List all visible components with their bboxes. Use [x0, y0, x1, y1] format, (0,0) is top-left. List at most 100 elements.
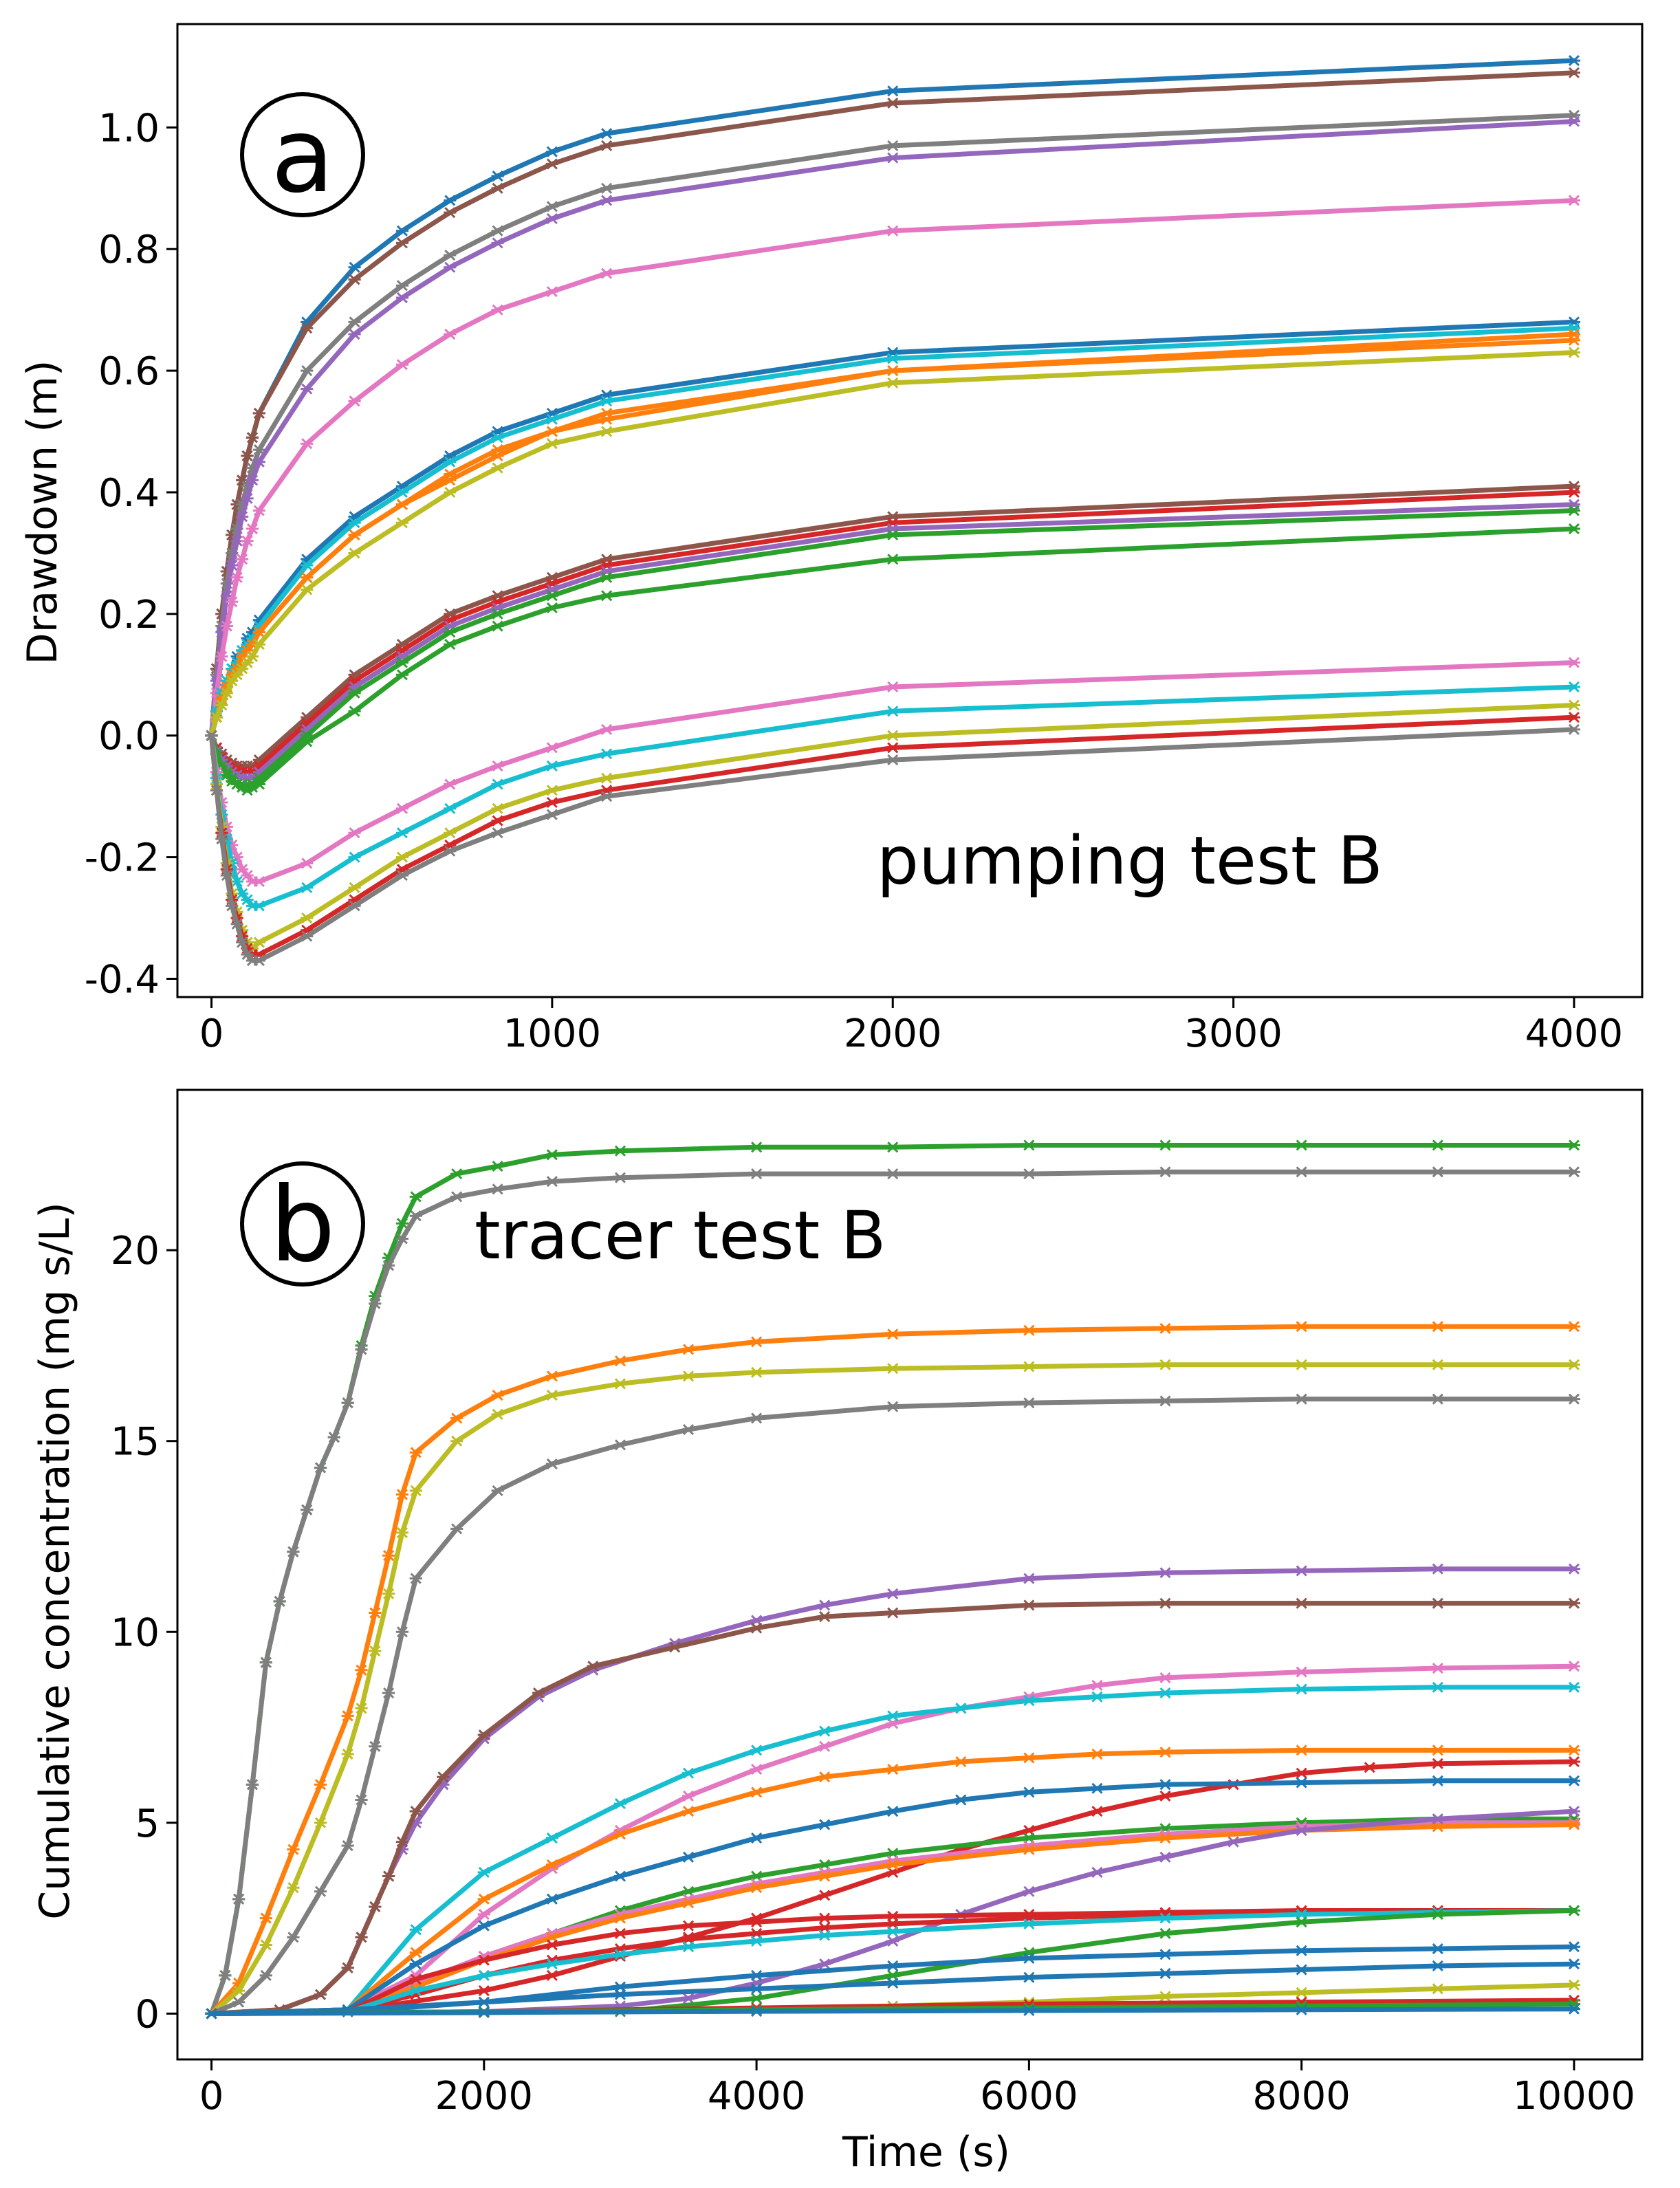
panel-b-series-5-point-10	[395, 1626, 409, 1638]
panel-a-xtick-label-1: 0	[199, 1011, 224, 1056]
panel-b-series-5-point-12	[450, 1523, 463, 1535]
panel-a-series-15-point-16	[545, 602, 558, 614]
panel-a-series-5-point-3	[215, 650, 228, 662]
panel-a-series-9-point-15	[491, 450, 504, 461]
panel-a-series-16-point-11	[301, 857, 314, 869]
panel-a-xtick-label-2: 1000	[503, 1011, 602, 1056]
panel-a-series-7-point-14	[444, 456, 457, 468]
panel-b-series-15-point-7	[681, 1897, 695, 1909]
panel-b-series-8-point-14	[1159, 1672, 1172, 1683]
panel-b-letter-badge: b	[240, 1161, 365, 1287]
panel-b-series-17-point-6	[613, 1927, 627, 1939]
panel-a-series-17-point-18	[886, 705, 899, 717]
panel-b-series-3-point-4	[287, 1844, 300, 1855]
panel-b-series-2-point-4	[246, 1779, 259, 1791]
panel-b-series-22-point-9	[1295, 1964, 1308, 1976]
panel-b-series-3-point-17	[750, 1336, 763, 1348]
panel-b-series-5-point-19	[1023, 1397, 1036, 1409]
panel-a-series-14-point-18	[886, 529, 899, 540]
panel-a-series-15-point-14	[444, 639, 457, 650]
panel-a-series-16-point-16	[545, 742, 558, 754]
panel-a-series-10-point-13	[395, 517, 409, 529]
panel-a-series-1-point-17	[600, 128, 613, 140]
panel-b-series-5-point-6	[341, 1840, 354, 1852]
panel-b-series-11-point-3	[477, 1985, 490, 1997]
panel-b-series-8-point-16	[1431, 1662, 1444, 1674]
panel-b-series-17-point-4	[477, 1954, 490, 1966]
panel-b-series-3-point-12	[450, 1412, 463, 1424]
panel-a-series-20-point-2	[210, 785, 223, 796]
panel-b-series-1-point-16	[409, 1191, 422, 1203]
panel-a-series-15-point-15	[491, 620, 504, 632]
panel-b-series-7-point-4	[341, 1962, 354, 1973]
panel-a-series-7-point-19	[1567, 322, 1581, 334]
panel-a-series-5-point-19	[1567, 195, 1581, 206]
panel-a-series-2-point-18	[886, 97, 899, 109]
panel-b-series-12-point-16	[1431, 1775, 1444, 1786]
panel-b-series-3-point-23	[1567, 1321, 1581, 1333]
panel-a-series-5-point-17	[600, 267, 613, 279]
panel-b-series-1-point-20	[613, 1145, 627, 1157]
panel-b-series-23-point-7	[1295, 1987, 1308, 1998]
panel-b-series-6-point-16	[818, 1599, 831, 1611]
panel-b-series-16-point-15	[1567, 1806, 1581, 1817]
panel-b-series-10-point-13	[1091, 1748, 1104, 1760]
panel-a-series-17-point-14	[444, 802, 457, 814]
panel-b-series-19-point-8	[750, 1935, 763, 1947]
panel-b-series-10-point-14	[1159, 1747, 1172, 1758]
panel-a-series-20-point-19	[1567, 723, 1581, 735]
panel-a-series-4-point-13	[395, 292, 409, 304]
panel-a-series-2-point-13	[395, 237, 409, 249]
panel-b-series-5-point-17	[750, 1412, 763, 1424]
panel-a-series-10-point-17	[600, 426, 613, 437]
panel-a-series-10-point-11	[301, 584, 314, 595]
panel-b-series-7-point-15	[750, 1622, 763, 1634]
panel-b-series-3-point-13	[491, 1390, 504, 1401]
panel-a-series-11-point-18	[886, 511, 899, 523]
panel-b-series-1-point-26	[1431, 1139, 1444, 1151]
panel-b-tracer-chart: Cumulative concentration (mg s/L) Time (…	[31, 1088, 1644, 2176]
panel-a-series-3-point-13	[395, 280, 409, 292]
panel-b-xtick-label-4: 6000	[980, 2074, 1078, 2119]
panel-a-series-10-point-19	[1567, 347, 1581, 358]
panel-b-series-2-point-11	[341, 1397, 354, 1409]
panel-a-series-5-point-5	[226, 596, 239, 608]
panel-a-series-5-point-15	[491, 304, 504, 316]
panel-b-series-5-point-14	[545, 1458, 558, 1470]
panel-b-series-4-point-15	[613, 1378, 627, 1390]
panel-a-series-20-point-1	[205, 730, 218, 741]
panel-a-series-14-point-19	[1567, 505, 1581, 516]
panel-a-series-20-point-15	[491, 827, 504, 839]
panel-b-series-8-point-4	[477, 1908, 490, 1921]
panel-b-series-19-point-3	[409, 1985, 422, 1997]
panel-b-series-4-point-11	[409, 1485, 422, 1496]
panel-a-series-4-point-14	[444, 261, 457, 273]
panel-b-annotation: tracer test B	[474, 1197, 886, 1274]
panel-b-series-6-point-17	[886, 1588, 899, 1599]
panel-a-series-17-point-12	[348, 851, 361, 863]
panel-b-series-1-point-27	[1567, 1139, 1581, 1151]
panel-a-series-5-point-13	[395, 359, 409, 371]
panel-b-series-7-point-11	[477, 1729, 490, 1741]
panel-b-series-5-point-4	[287, 1932, 300, 1943]
panel-b-series-12-point-4	[477, 1920, 490, 1932]
panel-a-series-17-point-17	[600, 748, 613, 760]
panel-a-ytick-label-6: 0.6	[98, 349, 160, 394]
panel-a-series-20-point-16	[545, 809, 558, 820]
panel-b-series-15-point-15	[1567, 1819, 1581, 1830]
panel-a-series-20-point-10	[252, 954, 265, 967]
panel-b-series-6-point-19	[1159, 1567, 1172, 1579]
panel-a-series-10-point-4	[220, 687, 233, 699]
panel-a-series-5-point-8	[241, 535, 254, 547]
panel-b-ytick-label-2: 5	[135, 1802, 160, 1846]
panel-b-series-4-point-2	[232, 1985, 246, 1997]
panel-b-series-5-point-13	[491, 1485, 504, 1496]
panel-a-series-10-point-3	[215, 699, 228, 711]
panel-a-series-2-point-8	[241, 450, 254, 461]
panel-b-series-11-point-8	[818, 1890, 831, 1901]
panel-a-series-7-point-17	[600, 395, 613, 407]
panel-b-series-1-point-18	[491, 1160, 504, 1172]
panel-b-series-10-point-10	[886, 1764, 899, 1775]
panel-b-series-16-point-12	[1227, 1836, 1240, 1848]
panel-b-series-1-point-25	[1295, 1139, 1308, 1151]
